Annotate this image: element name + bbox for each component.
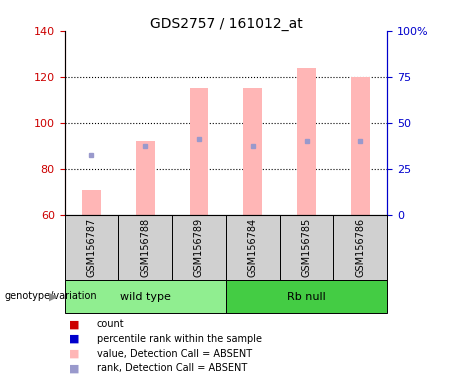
Bar [297,68,316,215]
Text: percentile rank within the sample: percentile rank within the sample [97,334,262,344]
Text: GDS2757 / 161012_at: GDS2757 / 161012_at [149,17,302,31]
Bar [226,215,280,280]
Bar [136,141,154,215]
Text: rank, Detection Call = ABSENT: rank, Detection Call = ABSENT [97,363,247,373]
Bar [172,215,226,280]
Text: wild type: wild type [120,291,171,302]
Text: Rb null: Rb null [287,291,326,302]
Text: GSM156788: GSM156788 [140,218,150,277]
Text: count: count [97,319,124,329]
Text: ■: ■ [69,349,79,359]
Bar [333,215,387,280]
Text: ■: ■ [69,363,79,373]
Bar [243,88,262,215]
Bar [82,190,101,215]
Text: ▶: ▶ [49,291,58,301]
Text: genotype/variation: genotype/variation [5,291,97,301]
Bar [118,215,172,280]
Bar [226,280,387,313]
Bar [189,88,208,215]
Text: GSM156789: GSM156789 [194,218,204,277]
Text: GSM156785: GSM156785 [301,218,312,277]
Text: GSM156786: GSM156786 [355,218,366,277]
Bar [351,77,370,215]
Bar [65,280,226,313]
Text: ■: ■ [69,319,79,329]
Bar [280,215,333,280]
Text: GSM156787: GSM156787 [86,218,96,277]
Text: ■: ■ [69,334,79,344]
Text: value, Detection Call = ABSENT: value, Detection Call = ABSENT [97,349,252,359]
Bar [65,215,118,280]
Text: GSM156784: GSM156784 [248,218,258,277]
